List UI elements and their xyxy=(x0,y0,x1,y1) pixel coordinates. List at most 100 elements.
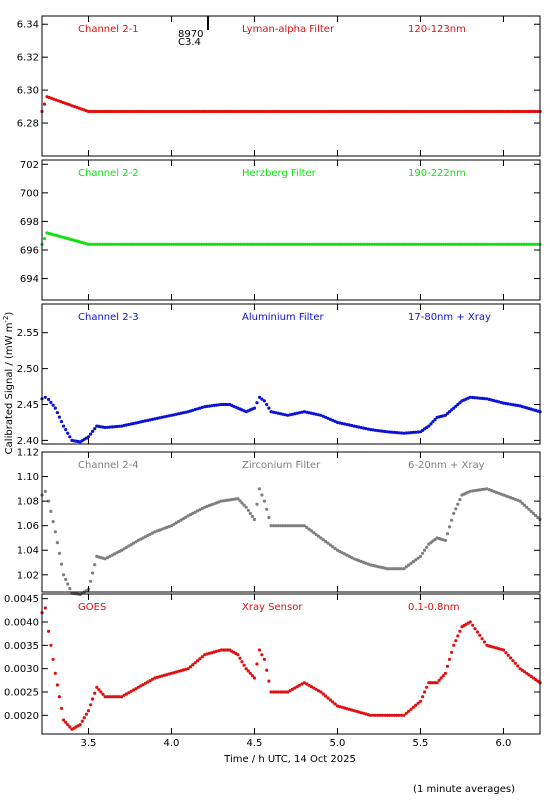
data-point xyxy=(190,242,194,246)
data-point xyxy=(142,242,146,246)
data-point xyxy=(197,242,201,246)
data-point xyxy=(68,587,72,591)
data-point xyxy=(282,109,287,114)
data-point xyxy=(84,712,88,716)
data-point xyxy=(312,109,316,114)
y-tick-label: 0.0040 xyxy=(4,618,39,629)
data-point xyxy=(250,674,254,678)
data-point xyxy=(91,242,95,246)
data-point xyxy=(372,242,376,246)
data-point xyxy=(248,671,252,675)
data-point xyxy=(402,713,406,717)
data-point xyxy=(163,242,167,246)
data-series-4 xyxy=(40,487,542,597)
data-point xyxy=(321,538,325,542)
data-point xyxy=(281,412,285,416)
data-point xyxy=(257,648,262,652)
data-point xyxy=(333,242,337,246)
data-point xyxy=(371,713,375,717)
data-point xyxy=(120,424,124,428)
data-point xyxy=(513,661,517,665)
data-point xyxy=(473,489,477,493)
data-point xyxy=(128,242,132,246)
data-point xyxy=(475,488,479,492)
data-point xyxy=(296,109,300,114)
data-point xyxy=(314,412,318,416)
data-point xyxy=(193,510,197,514)
data-point xyxy=(506,242,510,246)
data-point xyxy=(248,242,252,246)
data-point xyxy=(369,563,373,567)
x-tick-label: 3.5 xyxy=(81,738,97,749)
data-point xyxy=(179,518,183,522)
data-point xyxy=(524,109,528,114)
data-point xyxy=(350,708,354,712)
data-point xyxy=(444,242,448,246)
data-point xyxy=(167,414,171,418)
data-point xyxy=(219,499,223,503)
data-point xyxy=(447,657,452,661)
data-point xyxy=(124,545,128,550)
data-point xyxy=(409,109,413,114)
data-point xyxy=(197,109,201,114)
data-point xyxy=(375,242,379,246)
y-tick-label: 1.06 xyxy=(17,521,39,532)
data-point xyxy=(294,242,298,246)
data-point xyxy=(380,713,385,717)
data-point xyxy=(252,676,257,680)
data-point xyxy=(471,395,475,400)
data-point xyxy=(441,674,445,678)
data-series-1 xyxy=(40,95,542,114)
data-point xyxy=(307,411,311,415)
data-point xyxy=(177,519,181,524)
data-point xyxy=(343,552,347,556)
data-point xyxy=(283,524,287,528)
data-point xyxy=(347,242,351,246)
y-tick-label: 0.0025 xyxy=(4,688,39,699)
data-point xyxy=(485,242,489,246)
data-point xyxy=(264,242,268,246)
y-axis-label-close: ) xyxy=(4,312,15,316)
data-point xyxy=(315,242,319,246)
data-point xyxy=(151,242,155,246)
data-point xyxy=(428,109,432,114)
data-point xyxy=(516,403,520,408)
data-point xyxy=(409,431,413,435)
data-point xyxy=(453,109,457,114)
data-point xyxy=(435,681,439,685)
data-point xyxy=(233,497,238,501)
data-point xyxy=(324,242,328,246)
data-point xyxy=(190,109,194,114)
data-point xyxy=(220,242,224,246)
data-point xyxy=(114,242,118,246)
data-point xyxy=(246,669,250,673)
data-point xyxy=(462,242,466,246)
data-point xyxy=(53,530,57,534)
data-point xyxy=(47,397,51,402)
panel-frame xyxy=(41,159,541,301)
data-point xyxy=(107,109,111,114)
data-point xyxy=(393,109,397,114)
data-point xyxy=(384,242,388,246)
data-point xyxy=(226,498,230,502)
data-point xyxy=(252,109,257,114)
data-point xyxy=(340,242,344,246)
data-point xyxy=(314,532,318,537)
data-point xyxy=(456,502,460,506)
data-point xyxy=(222,242,227,246)
data-point xyxy=(482,487,487,491)
data-point xyxy=(51,520,55,524)
data-point xyxy=(455,242,459,246)
data-point xyxy=(269,524,273,528)
data-point xyxy=(117,549,121,554)
data-point xyxy=(55,411,60,415)
data-point xyxy=(533,109,538,114)
data-point xyxy=(107,242,111,246)
data-point xyxy=(186,410,190,414)
data-point xyxy=(257,109,261,114)
data-point xyxy=(421,242,425,246)
data-point xyxy=(345,242,349,246)
data-point xyxy=(240,660,244,664)
data-point xyxy=(481,242,485,246)
y-tick-label: 698 xyxy=(20,217,39,228)
